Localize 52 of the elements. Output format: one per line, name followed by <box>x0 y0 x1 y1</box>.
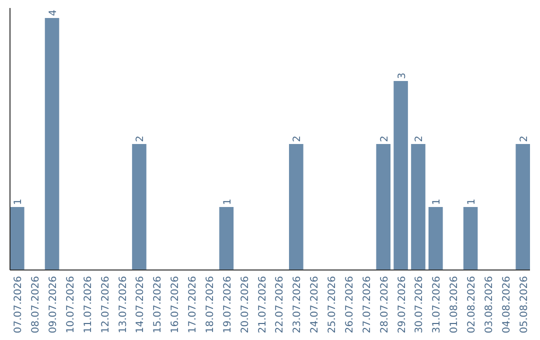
x-tick-label: 28.07.2026 <box>379 276 390 334</box>
bar <box>44 18 60 270</box>
data-label: 1 <box>222 198 234 205</box>
x-tick-label: 08.07.2026 <box>30 276 42 334</box>
x-tick-label: 19.07.2026 <box>222 276 234 334</box>
bar <box>219 207 234 270</box>
data-label: 4 <box>48 10 60 16</box>
x-tick-label: 18.07.2026 <box>204 276 216 334</box>
data-label: 2 <box>379 136 390 142</box>
bar <box>289 144 304 270</box>
bar <box>411 144 426 270</box>
data-label: 1 <box>432 198 443 205</box>
x-tick-label: 15.07.2026 <box>152 276 164 334</box>
x-tick-label: 29.07.2026 <box>396 276 408 334</box>
x-tick-label: 01.08.2026 <box>449 276 460 334</box>
bar <box>428 207 443 270</box>
x-tick-label: 27.07.2026 <box>362 276 373 334</box>
data-label: 1 <box>13 198 24 205</box>
x-tick-label: 07.07.2026 <box>13 276 24 334</box>
x-tick-label: 13.07.2026 <box>118 276 129 334</box>
x-tick-label: 12.07.2026 <box>100 276 112 334</box>
x-tick-label: 22.07.2026 <box>274 276 286 334</box>
x-tick-label: 09.07.2026 <box>48 276 60 334</box>
data-label: 1 <box>466 198 478 205</box>
x-tick-label: 26.07.2026 <box>344 276 356 334</box>
x-tick-label: 16.07.2026 <box>170 276 182 334</box>
x-tick-label: 21.07.2026 <box>257 276 268 334</box>
x-tick-label: 17.07.2026 <box>188 276 199 334</box>
bar <box>463 207 478 270</box>
x-tick-label: 23.07.2026 <box>292 276 304 334</box>
x-tick-label: 03.08.2026 <box>484 276 495 334</box>
x-tick-label: 14.07.2026 <box>135 276 146 334</box>
bar <box>10 207 24 270</box>
x-tick-label: 02.08.2026 <box>466 276 478 334</box>
bar <box>516 144 530 270</box>
bar <box>376 144 390 270</box>
x-tick-label: 25.07.2026 <box>327 276 338 334</box>
x-tick-label: 10.07.2026 <box>65 276 76 334</box>
x-tick-label: 24.07.2026 <box>310 276 321 334</box>
x-tick-label: 11.07.2026 <box>82 276 94 334</box>
x-tick-label: 20.07.2026 <box>240 276 251 334</box>
x-tick-label: 30.07.2026 <box>414 276 426 334</box>
bar <box>394 81 408 270</box>
data-label: 3 <box>396 72 408 79</box>
x-tick-label: 04.08.2026 <box>501 276 512 334</box>
bar <box>132 144 146 270</box>
data-label: 2 <box>292 136 304 142</box>
data-label: 2 <box>135 136 146 142</box>
data-label: 2 <box>414 136 426 142</box>
x-tick-label: 05.08.2026 <box>518 276 530 334</box>
x-tick-label: 31.07.2026 <box>432 276 443 334</box>
data-label: 2 <box>518 136 530 142</box>
